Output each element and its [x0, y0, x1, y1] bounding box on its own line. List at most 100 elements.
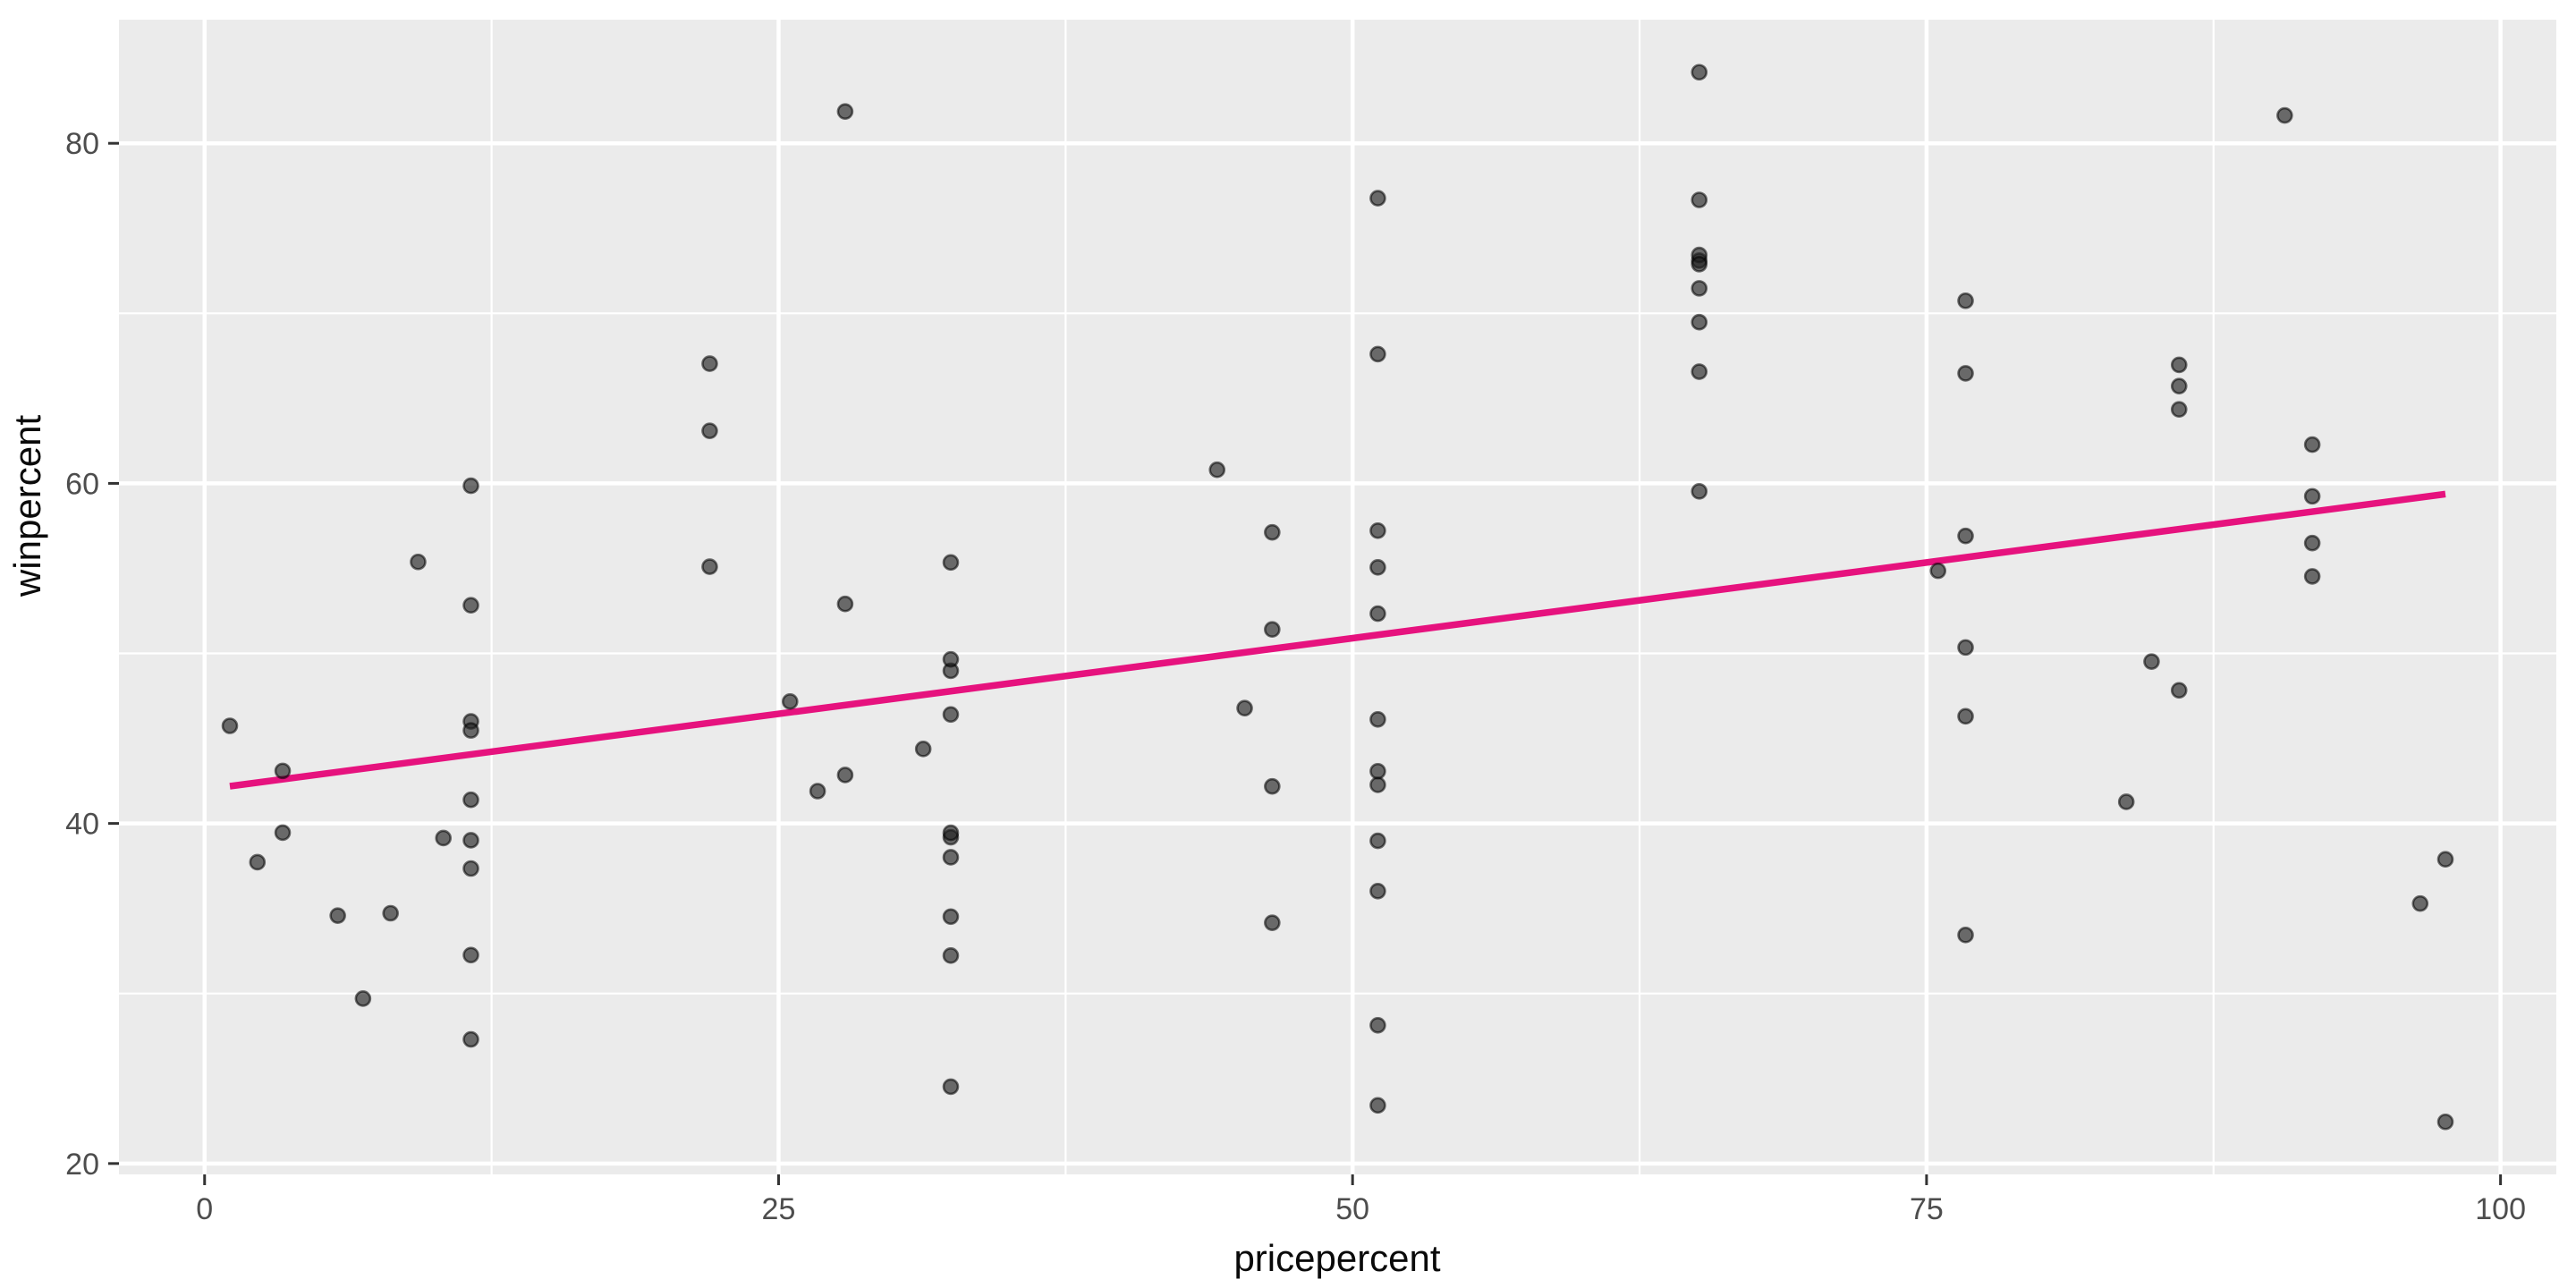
scatter-point: [2303, 487, 2321, 505]
scatter-point: [462, 832, 479, 849]
data-points: [221, 64, 2454, 1131]
scatter-point: [462, 597, 479, 614]
y-tick-label: 20: [65, 1148, 99, 1182]
scatter-point: [410, 553, 427, 571]
scatter-point: [1369, 345, 1386, 363]
scatter-point: [249, 853, 267, 871]
scatter-point: [382, 904, 399, 922]
scatter-point: [1264, 777, 1281, 795]
x-axis-title-text: pricepercent: [1233, 1237, 1441, 1279]
scatter-point: [2276, 106, 2293, 124]
scatter-point: [2411, 894, 2429, 912]
scatter-point: [701, 355, 718, 372]
scatter-point: [1690, 256, 1708, 273]
scatter-point: [1957, 527, 1974, 545]
scatter-point: [354, 990, 372, 1007]
scatter-point: [701, 422, 718, 439]
scatter-point: [274, 824, 292, 842]
scatter-point: [1369, 605, 1386, 623]
scatter-point: [462, 791, 479, 809]
scatter-point: [1957, 708, 1974, 725]
scatter-point: [1690, 191, 1708, 208]
scatter-point: [1369, 521, 1386, 539]
x-axis-title: pricepercent: [0, 1240, 2576, 1277]
scatter-point: [942, 706, 960, 724]
scatter-point: [1957, 927, 1974, 944]
scatter-point: [1957, 365, 1974, 382]
scatter-point: [1690, 483, 1708, 500]
scatter-point: [221, 717, 239, 734]
scatter-point: [2170, 356, 2188, 374]
scatter-point: [462, 722, 479, 739]
scatter-point: [1369, 710, 1386, 728]
scatter-point: [1369, 190, 1386, 207]
scatter-point: [1369, 1097, 1386, 1114]
scatter-point: [462, 477, 479, 495]
scatter-point: [462, 946, 479, 964]
scatter-point: [2117, 793, 2135, 810]
scatter-point: [1690, 64, 1708, 81]
y-tick-label: 40: [65, 808, 99, 842]
scatter-point: [781, 693, 799, 710]
x-tick-label: 75: [1910, 1192, 1944, 1226]
y-tick-label: 80: [65, 127, 99, 161]
scatter-point: [1929, 562, 1947, 580]
scatter-point: [274, 762, 292, 780]
scatter-point: [1690, 313, 1708, 331]
scatter-point: [1369, 762, 1386, 780]
scatter-point: [942, 908, 960, 926]
scatter-point: [462, 1030, 479, 1048]
scatter-point: [914, 741, 932, 758]
scatter-point: [435, 829, 453, 847]
scatter-point: [836, 767, 854, 784]
scatter-point: [1957, 639, 1974, 657]
scatter-point: [1690, 280, 1708, 297]
scatter-point: [2143, 653, 2160, 670]
scatter-point: [1690, 363, 1708, 380]
x-tick-label: 100: [2475, 1192, 2526, 1226]
scatter-point: [1369, 832, 1386, 850]
scatter-point: [1264, 621, 1281, 639]
x-tick-label: 0: [196, 1192, 213, 1226]
scatter-point: [836, 595, 854, 613]
scatter-point: [2436, 1113, 2454, 1131]
scatter-point: [942, 824, 960, 842]
y-tick-label: 60: [65, 467, 99, 501]
scatter-point: [2303, 568, 2321, 585]
scatter-point: [942, 554, 960, 572]
scatter-point: [1957, 292, 1974, 309]
scatter-point: [942, 947, 960, 964]
trend-line-group: [229, 490, 2446, 790]
y-axis-title: winpercent: [6, 414, 48, 597]
x-tick-label: 50: [1335, 1192, 1369, 1226]
scatter-point: [329, 907, 346, 924]
minor-gridlines: [119, 20, 2556, 1174]
trend-line: [229, 490, 2446, 790]
scatter-point: [942, 849, 960, 866]
scatter-point: [1208, 461, 1226, 479]
plot-panel: [119, 20, 2556, 1174]
scatter-point: [2170, 682, 2188, 699]
tick-labels: 0 25 50 75 100 20 40 60 80: [65, 127, 2526, 1226]
scatter-point: [1236, 699, 1253, 717]
scatter-point: [462, 860, 479, 877]
scatter-point: [1369, 559, 1386, 576]
scatter-point: [2303, 534, 2321, 552]
scatter-point: [942, 1078, 960, 1096]
scatter-point: [1264, 914, 1281, 931]
scatter-point: [1369, 776, 1386, 793]
tick-marks: [108, 141, 2503, 1185]
scatter-point: [2436, 851, 2454, 869]
scatter-point: [809, 783, 826, 800]
scatter-point: [2170, 401, 2188, 419]
scatter-point: [701, 558, 718, 575]
scatter-point: [836, 103, 854, 120]
scatter-point: [2170, 377, 2188, 394]
scatter-point: [1264, 523, 1281, 541]
x-tick-label: 25: [762, 1192, 796, 1226]
scatter-point: [2303, 436, 2321, 453]
y-axis-title-text: winpercent: [6, 414, 48, 597]
scatter-point: [1369, 1016, 1386, 1034]
